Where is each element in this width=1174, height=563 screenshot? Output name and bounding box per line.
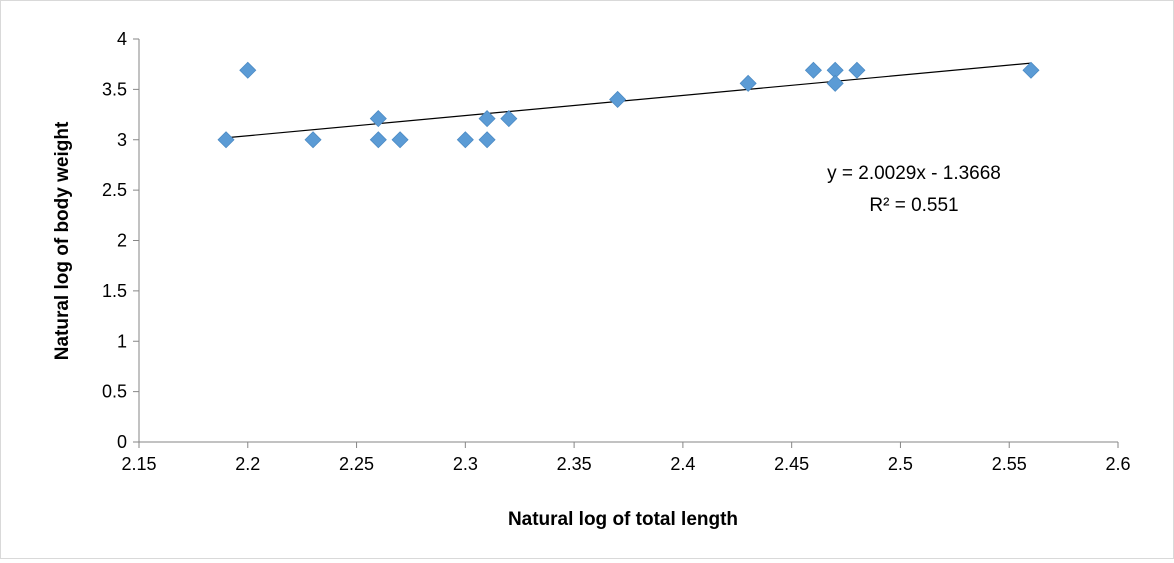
y-tick-label: 2.5 [102,180,127,200]
trendline-group [225,62,1032,139]
x-tick-label: 2.35 [557,454,592,474]
data-point [609,90,627,108]
x-tick-label: 2.4 [670,454,695,474]
y-tick-label: 0 [117,432,127,452]
x-tick-label: 2.6 [1105,454,1130,474]
x-tick-label: 2.25 [339,454,374,474]
x-tick-label: 2.2 [235,454,260,474]
data-point [391,131,409,149]
data-point [369,131,387,149]
data-point [239,61,257,79]
axes: 0 0.5 1 1.5 2 2.5 3 3.5 4 2.15 2.2 2.25 2.3 2.35 2.4 2.… [102,29,1131,474]
data-points [217,61,1040,149]
data-point [456,131,474,149]
trendline [225,62,1032,139]
x-tick-label: 2.5 [888,454,913,474]
y-tick-label: 1 [117,331,127,351]
y-tick-label: 3 [117,130,127,150]
data-point [1022,61,1040,79]
data-point [369,110,387,128]
data-point [848,61,866,79]
y-axis-title: Natural log of body weight [52,121,73,360]
y-tick-label: 4 [117,29,127,49]
data-point [478,131,496,149]
y-tick-label: 3.5 [102,79,127,99]
data-point [217,131,235,149]
trendline-equation: y = 2.0029x - 1.3668 [827,163,1001,184]
data-point [826,74,844,92]
data-point [739,74,757,92]
x-tick-label: 2.3 [453,454,478,474]
data-point [304,131,322,149]
data-point [478,110,496,128]
data-point [804,61,822,79]
trendline-r-squared: R² = 0.551 [869,195,958,216]
y-tick-label: 1.5 [102,281,127,301]
y-tick-label: 2 [117,231,127,251]
x-tick-label: 2.15 [121,454,156,474]
x-tick-label: 2.45 [774,454,809,474]
data-point [500,110,518,128]
y-tick-label: 0.5 [102,382,127,402]
x-axis-title: Natural log of total length [508,509,738,530]
x-tick-label: 2.55 [992,454,1027,474]
